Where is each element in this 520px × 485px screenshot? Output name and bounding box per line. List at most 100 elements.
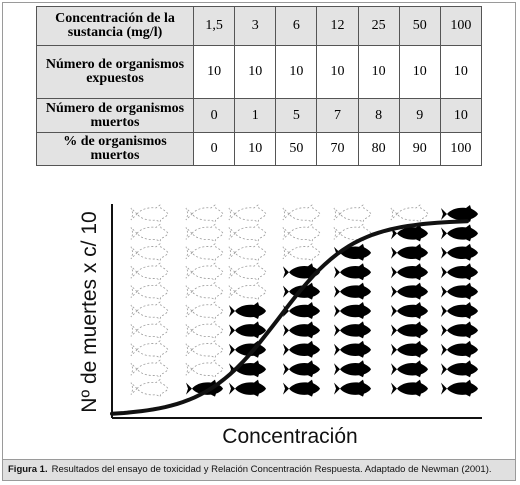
dead-fish-icon bbox=[334, 282, 371, 300]
live-fish-icon bbox=[282, 223, 321, 242]
table-row: % de organismos muertos 0 10 50 70 80 90… bbox=[36, 132, 483, 166]
live-fish-icon bbox=[130, 340, 169, 359]
live-fish-icon bbox=[185, 262, 224, 281]
live-fish-icon bbox=[390, 204, 429, 223]
figure-frame bbox=[2, 2, 516, 481]
live-fish-icon bbox=[282, 243, 321, 262]
dead-fish-icon bbox=[283, 340, 320, 358]
table-cell: 70 bbox=[316, 132, 359, 166]
live-fish-icon bbox=[185, 223, 224, 242]
live-fish-icon bbox=[130, 379, 169, 398]
row-header-exposed: Número de organismos expuestos bbox=[36, 45, 194, 99]
dead-fish-icon bbox=[441, 243, 478, 261]
dead-fish-icon bbox=[441, 224, 478, 242]
table-cell: 0 bbox=[192, 132, 236, 166]
dead-fish-icon bbox=[283, 321, 320, 339]
table-row: Número de organismos muertos 0 1 5 7 8 9… bbox=[36, 98, 483, 133]
table-cell: 10 bbox=[234, 45, 277, 99]
table-cell: 12 bbox=[316, 6, 359, 46]
table-cell: 10 bbox=[439, 98, 483, 133]
dead-fish-icon bbox=[334, 321, 371, 339]
dead-fish-icon bbox=[391, 360, 428, 378]
table-cell: 25 bbox=[357, 6, 400, 46]
table-cell: 0 bbox=[192, 98, 236, 133]
dead-fish-icon bbox=[441, 205, 478, 222]
table-cell: 10 bbox=[234, 132, 277, 166]
live-fish-icon bbox=[228, 223, 267, 242]
live-fish-icon bbox=[130, 301, 169, 320]
table-cell: 7 bbox=[316, 98, 359, 133]
dead-fish-icon bbox=[334, 360, 371, 378]
dead-fish-icon bbox=[391, 340, 428, 358]
table-cell: 10 bbox=[192, 45, 236, 99]
live-fish-icon bbox=[130, 243, 169, 262]
live-fish-icon bbox=[282, 204, 321, 223]
dead-fish-icon bbox=[283, 360, 320, 378]
caption-text: Resultados del ensayo de toxicidad y Rel… bbox=[51, 464, 492, 475]
live-fish-icon bbox=[228, 262, 267, 281]
row-header-dead: Número de organismos muertos bbox=[36, 98, 194, 133]
row-header-concentration: Concentración de la sustancia (mg/l) bbox=[36, 6, 194, 46]
live-fish-icon bbox=[228, 204, 267, 223]
dead-fish-icon bbox=[441, 282, 478, 300]
table-cell: 9 bbox=[398, 98, 441, 133]
table-cell: 50 bbox=[398, 6, 441, 46]
table-cell: 6 bbox=[275, 6, 318, 46]
live-fish-icon bbox=[185, 320, 224, 339]
table-cell: 10 bbox=[357, 45, 400, 99]
dead-fish-icon bbox=[391, 282, 428, 300]
dead-fish-icon bbox=[334, 302, 371, 319]
live-fish-icon bbox=[228, 243, 267, 262]
dose-response-figure bbox=[110, 204, 482, 419]
live-fish-icon bbox=[185, 204, 224, 223]
dose-response-curve bbox=[110, 219, 469, 416]
dead-fish-icon bbox=[391, 263, 428, 281]
table-cell: 100 bbox=[439, 132, 483, 166]
table-cell: 3 bbox=[234, 6, 277, 46]
table-cell: 10 bbox=[275, 45, 318, 99]
dead-fish-icon bbox=[283, 379, 320, 397]
live-fish-icon bbox=[185, 243, 224, 262]
y-axis-label: Nº de muertes x c/ 10 bbox=[78, 211, 101, 413]
live-fish-icon bbox=[185, 301, 224, 320]
live-fish-icon bbox=[130, 262, 169, 281]
live-fish-icon bbox=[130, 320, 169, 339]
table-cell: 80 bbox=[357, 132, 400, 166]
toxicity-table: Concentración de la sustancia (mg/l) 1,5… bbox=[36, 6, 483, 166]
live-fish-icon bbox=[130, 359, 169, 378]
dead-fish-icon bbox=[441, 302, 478, 319]
figure-caption: Figura 1. Resultados del ensayo de toxici… bbox=[3, 459, 515, 480]
dead-fish-icon bbox=[441, 340, 478, 358]
table-cell: 50 bbox=[275, 132, 318, 166]
table-row: Concentración de la sustancia (mg/l) 1,5… bbox=[36, 6, 483, 46]
live-fish-icon bbox=[185, 282, 224, 301]
table-cell: 90 bbox=[398, 132, 441, 166]
dead-fish-icon bbox=[441, 263, 478, 281]
dead-fish-icon bbox=[283, 263, 320, 281]
row-header-percent-dead: % de organismos muertos bbox=[36, 132, 194, 166]
dead-fish-icon bbox=[391, 243, 428, 261]
live-fish-icon bbox=[130, 223, 169, 242]
dead-fish-icon bbox=[441, 379, 478, 397]
dead-fish-icon bbox=[334, 340, 371, 358]
dead-fish-icon bbox=[334, 379, 371, 397]
dead-fish-icon bbox=[229, 302, 266, 319]
table-row: Número de organismos expuestos 10 10 10 … bbox=[36, 45, 483, 99]
table-cell: 1 bbox=[234, 98, 277, 133]
live-fish-icon bbox=[333, 204, 372, 223]
dead-fish-icon bbox=[391, 379, 428, 397]
table-cell: 8 bbox=[357, 98, 400, 133]
live-fish-icon bbox=[185, 340, 224, 359]
dead-fish-icon bbox=[229, 321, 266, 339]
live-fish-icon bbox=[130, 282, 169, 301]
table-cell: 1,5 bbox=[192, 6, 236, 46]
caption-label: Figura 1. bbox=[8, 464, 48, 475]
dead-fish-icon bbox=[391, 321, 428, 339]
table-cell: 10 bbox=[398, 45, 441, 99]
dead-fish-icon bbox=[441, 321, 478, 339]
table-cell: 10 bbox=[316, 45, 359, 99]
dead-fish-icon bbox=[334, 263, 371, 281]
table-cell: 100 bbox=[439, 6, 483, 46]
x-axis-label: Concentración bbox=[222, 425, 358, 448]
dead-fish-icon bbox=[441, 360, 478, 378]
